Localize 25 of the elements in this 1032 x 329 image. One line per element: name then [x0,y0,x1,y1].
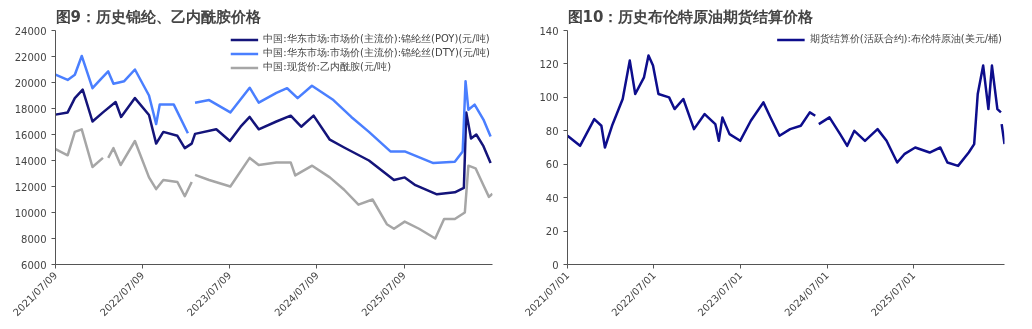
y-tick-label: 22000 [14,51,47,63]
y-tick-label: 120 [539,58,559,70]
y-tick-label: 16000 [14,129,47,141]
chart-title: 图9：历史锦纶、乙内酰胺价格 [55,7,262,26]
y-tick-label: 10000 [14,207,47,219]
y-tick-label: 20 [545,226,559,238]
y-tick-label: 60 [545,159,559,171]
legend-label: 中国:华东市场:市场价(主流价):锦纶丝(DTY)(元/吨) [263,46,490,60]
y-tick-label: 12000 [14,181,47,193]
legend-label: 中国:华东市场:市场价(主流价):锦纶丝(POY)(元/吨) [263,32,490,46]
y-tick-label: 100 [539,92,559,104]
y-tick-label: 0 [552,259,559,271]
y-tick-label: 40 [545,192,559,204]
legend-label: 期货结算价(活跃合约):布伦特原油(美元/桶) [809,32,1002,46]
y-tick-label: 20000 [14,77,47,89]
y-tick-label: 6000 [21,259,47,271]
y-tick-label: 18000 [14,103,47,115]
y-tick-label: 14000 [14,155,47,167]
chart-title: 图10：历史布伦特原油期货结算价格 [567,7,815,26]
y-tick-label: 80 [545,125,559,137]
y-tick-label: 24000 [14,25,47,37]
line-series [55,88,492,196]
legend-label: 中国:现货价:乙内酰胺(元/吨) [263,60,392,74]
y-tick-label: 8000 [21,233,47,245]
y-tick-label: 140 [539,25,559,37]
